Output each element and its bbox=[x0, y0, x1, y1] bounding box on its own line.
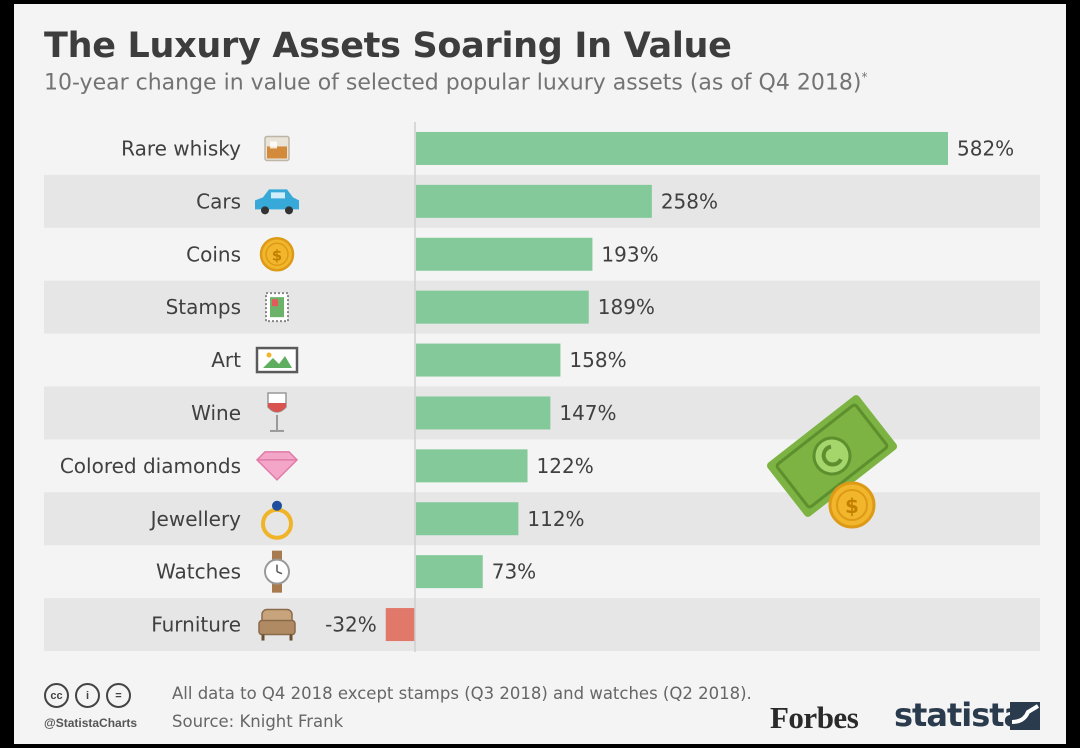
chart-subtitle: 10-year change in value of selected popu… bbox=[44, 70, 867, 95]
armchair-icon bbox=[258, 608, 296, 641]
ring-icon bbox=[261, 500, 293, 540]
whisky-glass-icon bbox=[264, 135, 290, 162]
wine-glass-icon bbox=[267, 392, 287, 432]
bar-jewellery bbox=[416, 502, 519, 536]
category-labels: Rare whisky Cars Coins Stamps Art Wine Colored… bbox=[60, 136, 241, 636]
coin-icon: $ bbox=[259, 237, 295, 272]
dollar-coin-icon: $ bbox=[828, 481, 876, 529]
value-label: -32% bbox=[325, 613, 377, 637]
value-labels: 582% 258% 193% 189% 158% 147% 122% 112% 73% -32% bbox=[325, 136, 1014, 636]
row-band bbox=[44, 598, 1040, 651]
category-label: Stamps bbox=[166, 295, 241, 319]
value-label: 147% bbox=[559, 401, 616, 425]
car-icon bbox=[255, 189, 299, 215]
bars bbox=[385, 131, 948, 642]
value-label: 189% bbox=[598, 295, 655, 319]
statista-logo: statista bbox=[894, 696, 1025, 734]
diamond-icon bbox=[255, 451, 299, 481]
subtitle-footnote-mark: * bbox=[861, 70, 868, 84]
stamp-icon bbox=[265, 292, 289, 323]
banknote-icon bbox=[766, 395, 898, 517]
statista-logo-mark-icon bbox=[1010, 702, 1040, 730]
value-label: 122% bbox=[537, 454, 594, 478]
value-label: 158% bbox=[569, 348, 626, 372]
forbes-logo: Forbes bbox=[770, 700, 859, 735]
bar-wine bbox=[416, 396, 551, 430]
category-label: Furniture bbox=[151, 613, 241, 637]
category-label: Cars bbox=[196, 189, 241, 213]
chart-title: The Luxury Assets Soaring In Value bbox=[44, 26, 732, 66]
svg-text:$: $ bbox=[845, 494, 859, 518]
subtitle-text: 10-year change in value of selected popu… bbox=[44, 70, 862, 96]
value-label: 258% bbox=[661, 189, 718, 213]
svg-text:$: $ bbox=[272, 246, 282, 264]
watch-icon bbox=[264, 550, 290, 593]
bar-stamps bbox=[416, 290, 589, 324]
category-icons: $ bbox=[255, 135, 299, 641]
creative-commons-icon: cc bbox=[44, 683, 69, 708]
category-label: Rare whisky bbox=[121, 136, 241, 160]
license-icons: cc i = bbox=[44, 683, 131, 708]
bar-colored-diamonds bbox=[416, 449, 528, 483]
footnote: All data to Q4 2018 except stamps (Q3 20… bbox=[172, 684, 752, 703]
category-label: Coins bbox=[186, 242, 241, 266]
bar-art bbox=[416, 343, 561, 377]
bar-cars bbox=[416, 184, 652, 218]
value-label: 73% bbox=[492, 560, 536, 584]
bar-furniture bbox=[385, 608, 415, 642]
category-label: Colored diamonds bbox=[60, 454, 241, 478]
category-label: Watches bbox=[156, 560, 241, 584]
value-label: 112% bbox=[527, 507, 584, 531]
statista-handle: @StatistaCharts bbox=[44, 716, 138, 730]
value-label: 582% bbox=[957, 136, 1014, 160]
bar-chart: Rare whisky Cars Coins Stamps Art Wine Colored… bbox=[44, 122, 1040, 652]
value-label: 193% bbox=[601, 242, 658, 266]
attribution-icon: i bbox=[75, 683, 100, 708]
category-label: Art bbox=[211, 348, 241, 372]
source-line: Source: Knight Frank bbox=[172, 712, 344, 731]
bar-watches bbox=[416, 555, 483, 589]
infographic-card: The Luxury Assets Soaring In Value 10-ye… bbox=[14, 4, 1066, 744]
bar-rare-whisky bbox=[416, 131, 948, 165]
picture-frame-icon bbox=[255, 346, 299, 374]
category-label: Wine bbox=[191, 401, 241, 425]
bar-coins bbox=[416, 237, 593, 271]
category-label: Jewellery bbox=[149, 507, 242, 531]
no-derivatives-icon: = bbox=[106, 683, 131, 708]
